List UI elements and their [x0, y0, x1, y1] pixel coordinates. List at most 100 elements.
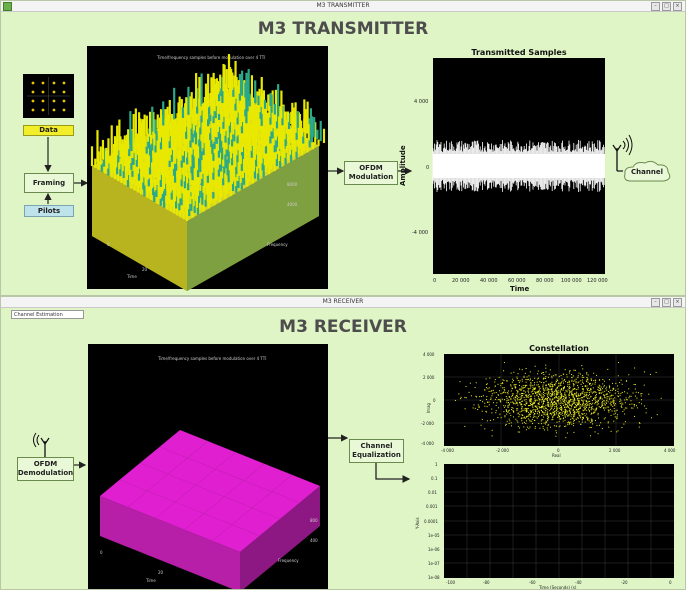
constellation-point [512, 409, 514, 411]
constellation-point [558, 385, 560, 387]
constellation-point [577, 416, 579, 418]
constellation-point [584, 395, 586, 397]
constellation-point [552, 411, 554, 413]
x-tick: 4 000 [664, 448, 676, 453]
ofdm-modulation-block[interactable]: OFDM Modulation [344, 161, 398, 185]
y-tick: -2 000 [421, 421, 434, 426]
constellation-point [585, 393, 587, 395]
constellation-point [656, 414, 658, 416]
constellation-point [568, 381, 570, 383]
constellation-point [568, 380, 570, 382]
channel-equalization-block[interactable]: Channel Equalization [349, 439, 404, 463]
constellation-point [519, 411, 521, 413]
constellation-point [585, 406, 587, 408]
constellation-point [518, 384, 520, 386]
constellation-point [629, 395, 631, 397]
constellation-point [571, 390, 573, 392]
constellation-point [595, 409, 597, 411]
pilots-block[interactable]: Pilots [24, 205, 74, 217]
constellation-point [541, 401, 543, 403]
constellation-point [551, 406, 553, 408]
constellation-point [500, 383, 502, 385]
constellation-point [516, 389, 518, 391]
receiver-heading: M3 RECEIVER [279, 317, 407, 337]
close-icon[interactable]: × [673, 298, 682, 307]
constellation-point [556, 408, 558, 410]
constellation-point [532, 407, 534, 409]
constellation-point [556, 380, 558, 382]
constellation-point [581, 386, 583, 388]
constellation-point [619, 382, 621, 384]
data-block[interactable]: Data [23, 125, 74, 136]
constellation-point [530, 404, 532, 406]
constellation-point [530, 402, 532, 404]
constellation-point [594, 396, 596, 398]
constellation-point [529, 401, 531, 403]
constellation-point [515, 386, 517, 388]
constellation-point [582, 391, 584, 393]
minimize-icon[interactable]: – [651, 298, 660, 307]
channel-cloud[interactable]: Channel [621, 159, 673, 186]
constellation-point [594, 431, 596, 433]
constellation-point [540, 399, 542, 401]
maximize-icon[interactable]: □ [662, 2, 671, 11]
constellation-point [587, 374, 589, 376]
minimize-icon[interactable]: – [651, 2, 660, 11]
constellation-point [571, 404, 573, 406]
constellation-point [517, 390, 519, 392]
constellation-point [533, 419, 535, 421]
close-icon[interactable]: × [673, 2, 682, 11]
constellation-point [529, 426, 531, 428]
constellation-point [533, 388, 535, 390]
constellation-point [527, 418, 529, 420]
constellation-point [554, 384, 556, 386]
constellation-point [574, 406, 576, 408]
constellation-point [581, 399, 583, 401]
constellation-point [553, 414, 555, 416]
constellation-point [544, 392, 546, 394]
constellation-point [549, 426, 551, 428]
constellation-point [530, 399, 532, 401]
constellation-point [604, 403, 606, 405]
constellation-point [550, 407, 552, 409]
constellation-point [565, 410, 567, 412]
constellation-point [568, 401, 570, 403]
constellation-point [571, 414, 573, 416]
constellation-point [539, 399, 541, 401]
constellation-point [603, 402, 605, 404]
constellation-point [610, 395, 612, 397]
constellation-point [536, 384, 538, 386]
constellation-point [530, 395, 532, 397]
estimation-dropdown[interactable]: Channel Estimation [11, 310, 84, 319]
constellation-point [584, 415, 586, 417]
constellation-point [569, 400, 571, 402]
constellation-point [555, 394, 557, 396]
constellation-point [521, 369, 523, 371]
constellation-point [582, 400, 584, 402]
constellation-point [525, 423, 527, 425]
constellation-point [531, 418, 533, 420]
constellation-point [575, 409, 577, 411]
constellation-point [508, 399, 510, 401]
x-tick: -40 [575, 580, 582, 585]
constellation-point [567, 415, 569, 417]
constellation-point [550, 401, 552, 403]
constellation-point [542, 385, 544, 387]
constellation-point [638, 422, 640, 424]
constellation-point [555, 382, 557, 384]
ofdm-demodulation-block[interactable]: OFDM Demodulation [17, 457, 74, 481]
constellation-point [566, 415, 568, 417]
constellation-point [542, 407, 544, 409]
maximize-icon[interactable]: □ [662, 298, 671, 307]
constellation-point [534, 411, 536, 413]
constellation-point [580, 393, 582, 395]
constellation-point [579, 373, 581, 375]
constellation-point [479, 396, 481, 398]
constellation-point [600, 389, 602, 391]
framing-block[interactable]: Framing [24, 173, 74, 193]
constellation-point [515, 418, 517, 420]
constellation-point [575, 382, 577, 384]
constellation-point [474, 407, 476, 409]
constellation-point [588, 393, 590, 395]
